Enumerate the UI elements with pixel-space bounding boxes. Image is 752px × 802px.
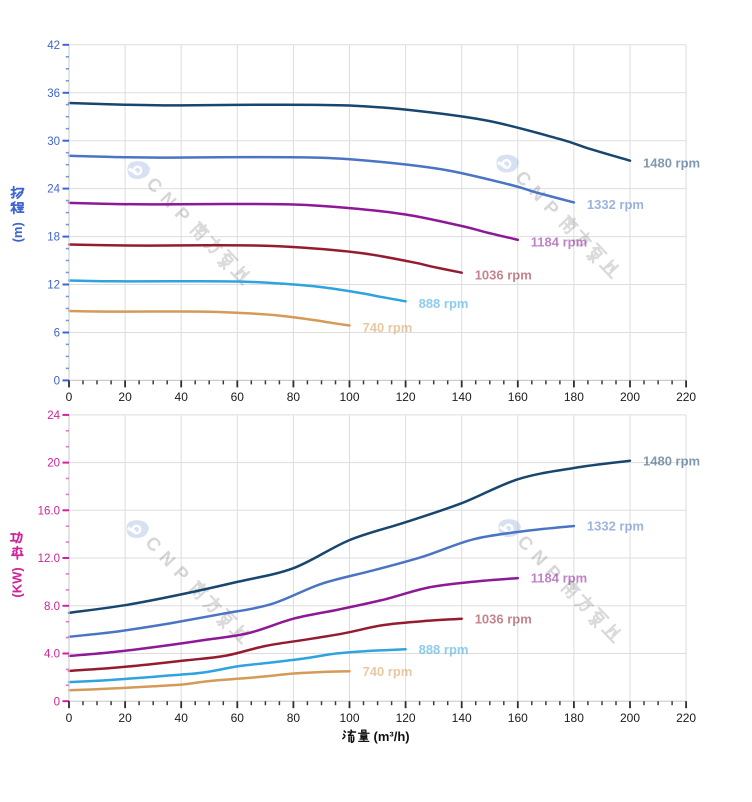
svg-text:(KW): (KW) (10, 567, 25, 597)
svg-text:0: 0 (66, 711, 73, 725)
svg-text:1036 rpm: 1036 rpm (475, 611, 532, 626)
svg-text:1480 rpm: 1480 rpm (643, 453, 700, 468)
svg-text:1480 rpm: 1480 rpm (643, 155, 700, 170)
svg-text:42: 42 (47, 40, 60, 52)
svg-text:200: 200 (620, 711, 640, 725)
svg-text:36: 36 (47, 88, 60, 100)
svg-text:120: 120 (396, 390, 416, 404)
svg-text:1036 rpm: 1036 rpm (475, 267, 532, 282)
svg-text:160: 160 (508, 711, 528, 725)
svg-text:140: 140 (452, 711, 472, 725)
svg-text:220: 220 (676, 711, 696, 725)
svg-text:24: 24 (47, 184, 60, 196)
svg-text:180: 180 (564, 390, 584, 404)
svg-text:16.0: 16.0 (38, 505, 60, 517)
svg-text:18: 18 (47, 232, 60, 244)
svg-text:200: 200 (620, 390, 640, 404)
svg-text:4.0: 4.0 (44, 649, 60, 661)
svg-text:740 rpm: 740 rpm (363, 320, 413, 335)
svg-text:100: 100 (339, 711, 359, 725)
svg-text:8.0: 8.0 (44, 601, 60, 613)
svg-text:120: 120 (396, 711, 416, 725)
svg-text:6: 6 (54, 328, 60, 340)
svg-text:80: 80 (287, 711, 301, 725)
svg-text:0: 0 (54, 696, 60, 708)
svg-text:40: 40 (175, 390, 189, 404)
svg-text:740 rpm: 740 rpm (363, 664, 413, 679)
svg-text:888 rpm: 888 rpm (419, 296, 469, 311)
svg-text:20: 20 (118, 390, 132, 404)
svg-text:888 rpm: 888 rpm (419, 642, 469, 657)
svg-text:1184 rpm: 1184 rpm (531, 234, 587, 249)
svg-text:80: 80 (287, 390, 301, 404)
svg-text:12: 12 (47, 280, 60, 292)
svg-text:24: 24 (47, 410, 60, 422)
svg-text:30: 30 (47, 136, 60, 148)
svg-text:1332 rpm: 1332 rpm (587, 197, 644, 212)
svg-text:160: 160 (508, 390, 528, 404)
svg-text:(m³/h): (m³/h) (374, 729, 410, 744)
svg-text:20: 20 (118, 711, 132, 725)
svg-text:20: 20 (47, 458, 60, 470)
svg-text:(m): (m) (10, 222, 25, 242)
svg-text:60: 60 (231, 390, 245, 404)
svg-text:220: 220 (676, 390, 696, 404)
svg-text:0: 0 (54, 376, 60, 388)
svg-text:60: 60 (231, 711, 245, 725)
svg-text:40: 40 (175, 711, 189, 725)
svg-text:140: 140 (452, 390, 472, 404)
svg-text:12.0: 12.0 (38, 553, 60, 565)
svg-text:0: 0 (66, 390, 73, 404)
svg-text:1332 rpm: 1332 rpm (587, 519, 644, 534)
svg-text:100: 100 (339, 390, 359, 404)
svg-text:1184 rpm: 1184 rpm (531, 571, 587, 586)
svg-text:180: 180 (564, 711, 584, 725)
